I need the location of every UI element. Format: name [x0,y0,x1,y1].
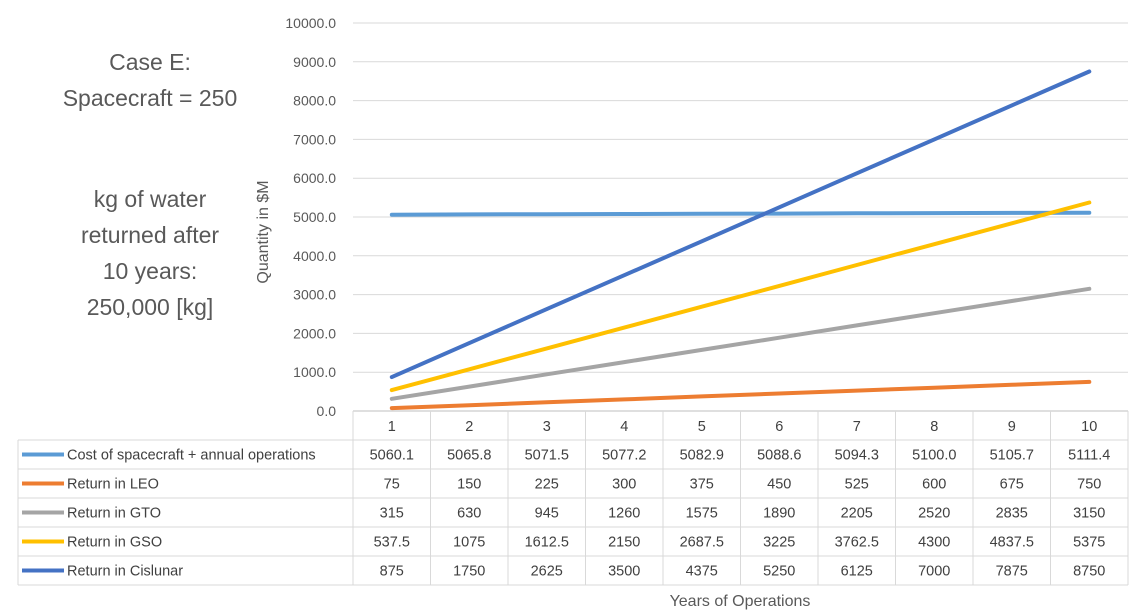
table-cell: 7875 [996,564,1028,580]
x-tick-label: 5 [698,419,706,435]
y-tick-label: 1000.0 [293,364,336,380]
table-cell: 300 [612,477,636,493]
table-cell: 150 [457,477,481,493]
y-tick-label: 3000.0 [293,287,336,303]
series-line [389,200,1092,393]
y-tick-label: 9000.0 [293,54,336,70]
table-cell: 3762.5 [835,535,879,551]
table-cell: 5071.5 [525,448,569,464]
series-lines [389,69,1092,411]
table-cell: 5065.8 [447,448,491,464]
table-cell: 315 [380,506,404,522]
water-note-line: 250,000 [kg] [86,294,214,320]
case-title-line: Spacecraft = 250 [62,85,238,111]
table-cell: 2520 [918,506,950,522]
table-cell: 600 [922,477,946,493]
table-cell: 537.5 [374,535,410,551]
y-tick-label: 4000.0 [293,248,336,264]
table-cell: 2625 [531,564,563,580]
y-axis-title: Quantity in $M [255,180,272,283]
table-cell: 3225 [763,535,795,551]
table-cell: 8750 [1073,564,1105,580]
x-axis-title: Years of Operations [670,593,811,610]
y-tick-label: 6000.0 [293,170,336,186]
x-tick-label: 1 [388,419,396,435]
table-cell: 525 [845,477,869,493]
table-cell: 945 [535,506,559,522]
table-cell: 5094.3 [835,448,879,464]
series-name: Cost of spacecraft + annual operations [67,448,316,464]
table-cell: 75 [384,477,400,493]
x-tick-label: 8 [930,419,938,435]
x-tick-label: 4 [620,419,628,435]
series-line [389,69,1092,380]
table-cell: 6125 [841,564,873,580]
x-tick-label: 3 [543,419,551,435]
series-name: Return in GSO [67,535,162,551]
table-cell: 675 [1000,477,1024,493]
y-tick-label: 0.0 [317,403,337,419]
y-tick-label: 5000.0 [293,209,336,225]
table-cell: 5060.1 [370,448,414,464]
table-cell: 875 [380,564,404,580]
table-cell: 5105.7 [990,448,1034,464]
x-tick-label: 2 [465,419,473,435]
table-cell: 5082.9 [680,448,724,464]
table-cell: 1612.5 [525,535,569,551]
x-tick-label: 10 [1081,419,1097,435]
series-name: Return in GTO [67,506,161,522]
table-cell: 5100.0 [912,448,956,464]
gridlines [353,22,1128,412]
y-tick-label: 2000.0 [293,325,336,341]
table-cell: 4837.5 [990,535,1034,551]
table-cell: 1890 [763,506,795,522]
y-axis-ticks: 0.0 1000.0 2000.0 3000.0 4000.0 5000.0 6000.0 7… [285,15,336,419]
table-cell: 2687.5 [680,535,724,551]
x-tick-label: 6 [775,419,783,435]
table-cell: 630 [457,506,481,522]
table-cell: 750 [1077,477,1101,493]
data-table: 1 2 3 4 5 6 7 8 9 10 Cost of spacecraft + annual o… [17,410,1129,586]
table-cell: 2205 [841,506,873,522]
table-cell: 1575 [686,506,718,522]
table-cell: 4375 [686,564,718,580]
series-line [389,210,1092,217]
y-tick-label: 7000.0 [293,131,336,147]
table-cell: 450 [767,477,791,493]
table-cell: 1260 [608,506,640,522]
x-tick-label: 7 [853,419,861,435]
table-cell: 7000 [918,564,950,580]
table-cell: 225 [535,477,559,493]
series-line [389,286,1092,401]
water-note: kg of water returned after 10 years: 250… [40,181,260,325]
series-name: Return in Cislunar [67,564,183,580]
table-cell: 5077.2 [602,448,646,464]
water-note-line: kg of water [93,186,207,212]
table-cell: 5250 [763,564,795,580]
table-cell: 1075 [453,535,485,551]
table-cell: 5375 [1073,535,1105,551]
series-line [389,379,1092,411]
table-cell: 5111.4 [1068,448,1110,464]
case-title: Case E: Spacecraft = 250 [40,44,260,116]
water-note-line: returned after [80,222,220,248]
table-cell: 375 [690,477,714,493]
water-note-line: 10 years: [102,258,198,284]
table-cell: 3150 [1073,506,1105,522]
y-tick-label: 10000.0 [285,15,336,31]
x-tick-label: 9 [1008,419,1016,435]
case-title-line: Case E: [109,49,191,75]
table-cell: 4300 [918,535,950,551]
table-cell: 3500 [608,564,640,580]
table-cell: 5088.6 [757,448,801,464]
table-cell: 2835 [996,506,1028,522]
y-tick-label: 8000.0 [293,93,336,109]
table-cell: 2150 [608,535,640,551]
series-name: Return in LEO [67,477,159,493]
table-cell: 1750 [453,564,485,580]
